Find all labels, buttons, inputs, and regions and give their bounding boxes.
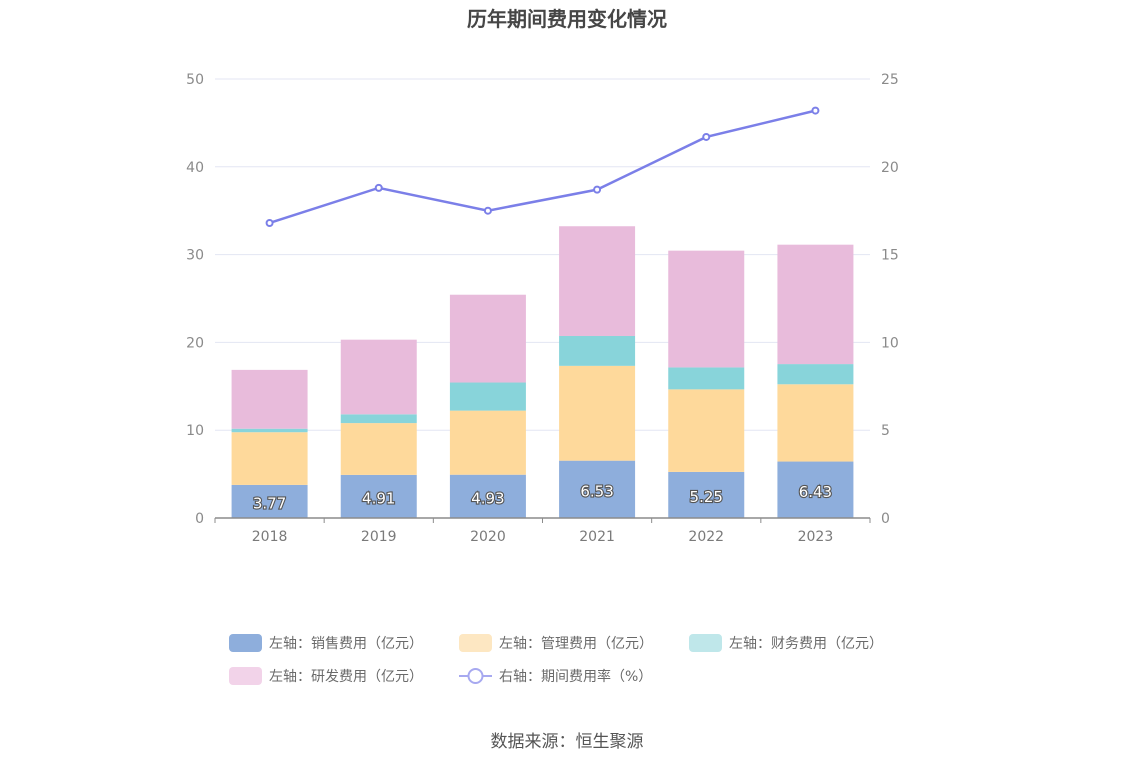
bar-value-label: 3.77 — [253, 494, 286, 512]
bar-value-label: 4.93 — [471, 489, 504, 507]
legend-swatch — [689, 634, 722, 652]
bar-value-label: 4.91 — [362, 489, 395, 507]
bar-segment-1 — [449, 474, 526, 518]
left-tick-label: 20 — [186, 335, 204, 351]
legend-item[interactable]: 左轴：管理费用（亿元） — [459, 634, 653, 652]
left-y-axis: 0 10 20 30 40 50 — [186, 72, 204, 527]
x-tick-label: 2021 — [579, 529, 615, 545]
rate-point — [483, 206, 492, 215]
bar-segment-4 — [777, 244, 854, 365]
bar-segment-4 — [559, 226, 636, 336]
legend-label: 右轴：期间费用率（%） — [499, 668, 652, 685]
rate-point — [593, 185, 602, 194]
left-tick-label: 50 — [186, 72, 204, 88]
right-y-axis: 0 5 10 15 20 25 — [881, 72, 899, 527]
left-tick-label: 40 — [186, 160, 204, 176]
rate-point — [811, 106, 820, 115]
right-tick-label: 10 — [881, 335, 899, 351]
left-tick-label: 30 — [186, 248, 204, 264]
bar-segment-1 — [559, 460, 636, 518]
legend-swatch — [459, 634, 492, 652]
bar-value-label: 6.43 — [799, 483, 832, 501]
legend-label: 左轴：销售费用（亿元） — [269, 636, 423, 652]
stacked-bars — [231, 226, 854, 518]
bar-segment-4 — [449, 294, 526, 383]
bar-value-label: 6.53 — [580, 482, 613, 500]
rate-line-path — [269, 109, 816, 225]
bar-segment-2 — [449, 410, 526, 475]
legend-label: 左轴：财务费用（亿元） — [729, 636, 883, 652]
rate-line — [265, 106, 820, 227]
bar-segment-3 — [449, 382, 526, 411]
right-tick-label: 25 — [881, 72, 899, 88]
bar-segment-1 — [777, 461, 854, 518]
rate-point — [702, 132, 711, 141]
bar-segment-1 — [668, 471, 745, 518]
x-tick-label: 2019 — [361, 529, 397, 545]
bar-segment-2 — [340, 423, 417, 475]
data-source: 数据来源：恒生聚源 — [491, 732, 644, 752]
legend-item[interactable]: 左轴：研发费用（亿元） — [229, 667, 423, 685]
bar-segment-3 — [231, 428, 308, 433]
bar-segment-4 — [668, 250, 745, 368]
legend: 左轴：销售费用（亿元） 左轴：管理费用（亿元） 左轴：财务费用（亿元） 左轴：研发费用… — [229, 634, 883, 685]
legend-point-swatch — [467, 668, 484, 684]
bar-segment-1 — [231, 484, 308, 518]
right-tick-label: 0 — [881, 511, 890, 527]
bar-value-label: 5.25 — [690, 488, 723, 506]
x-tick-label: 2022 — [688, 529, 724, 545]
right-tick-label: 20 — [881, 160, 899, 176]
bar-data-labels: 3.77 4.91 4.93 6.53 5.25 6.43 — [252, 481, 833, 513]
bar-segment-3 — [340, 414, 417, 424]
legend-item[interactable]: 左轴：销售费用（亿元） — [229, 634, 423, 652]
bar-segment-2 — [559, 365, 636, 461]
left-tick-label: 0 — [195, 511, 204, 527]
legend-swatch — [229, 667, 262, 685]
right-tick-label: 15 — [881, 248, 899, 264]
legend-swatch — [229, 634, 262, 652]
bar-segment-3 — [777, 364, 854, 385]
legend-item[interactable]: 左轴：财务费用（亿元） — [689, 634, 883, 652]
bar-segment-1 — [340, 474, 417, 518]
left-tick-label: 10 — [186, 423, 204, 439]
x-tick-label: 2020 — [470, 529, 506, 545]
bar-segment-4 — [340, 339, 417, 415]
x-tick-label: 2018 — [252, 529, 288, 545]
x-axis: 2018 2019 2020 2021 2022 2023 — [214, 517, 871, 545]
grid-lines — [215, 78, 870, 431]
bar-segment-2 — [777, 384, 854, 462]
bar-segment-2 — [231, 432, 308, 485]
bar-segment-3 — [668, 367, 745, 390]
bar-segment-2 — [668, 389, 745, 472]
right-tick-label: 5 — [881, 423, 890, 439]
chart-title: 历年期间费用变化情况 — [467, 7, 667, 31]
rate-point — [265, 218, 274, 227]
legend-label: 左轴：研发费用（亿元） — [269, 669, 423, 685]
rate-point — [374, 183, 383, 192]
legend-item[interactable]: 右轴：期间费用率（%） — [459, 668, 652, 685]
bar-segment-4 — [231, 369, 308, 429]
bar-segment-3 — [559, 335, 636, 366]
x-tick-label: 2023 — [798, 529, 834, 545]
legend-label: 左轴：管理费用（亿元） — [499, 636, 653, 652]
